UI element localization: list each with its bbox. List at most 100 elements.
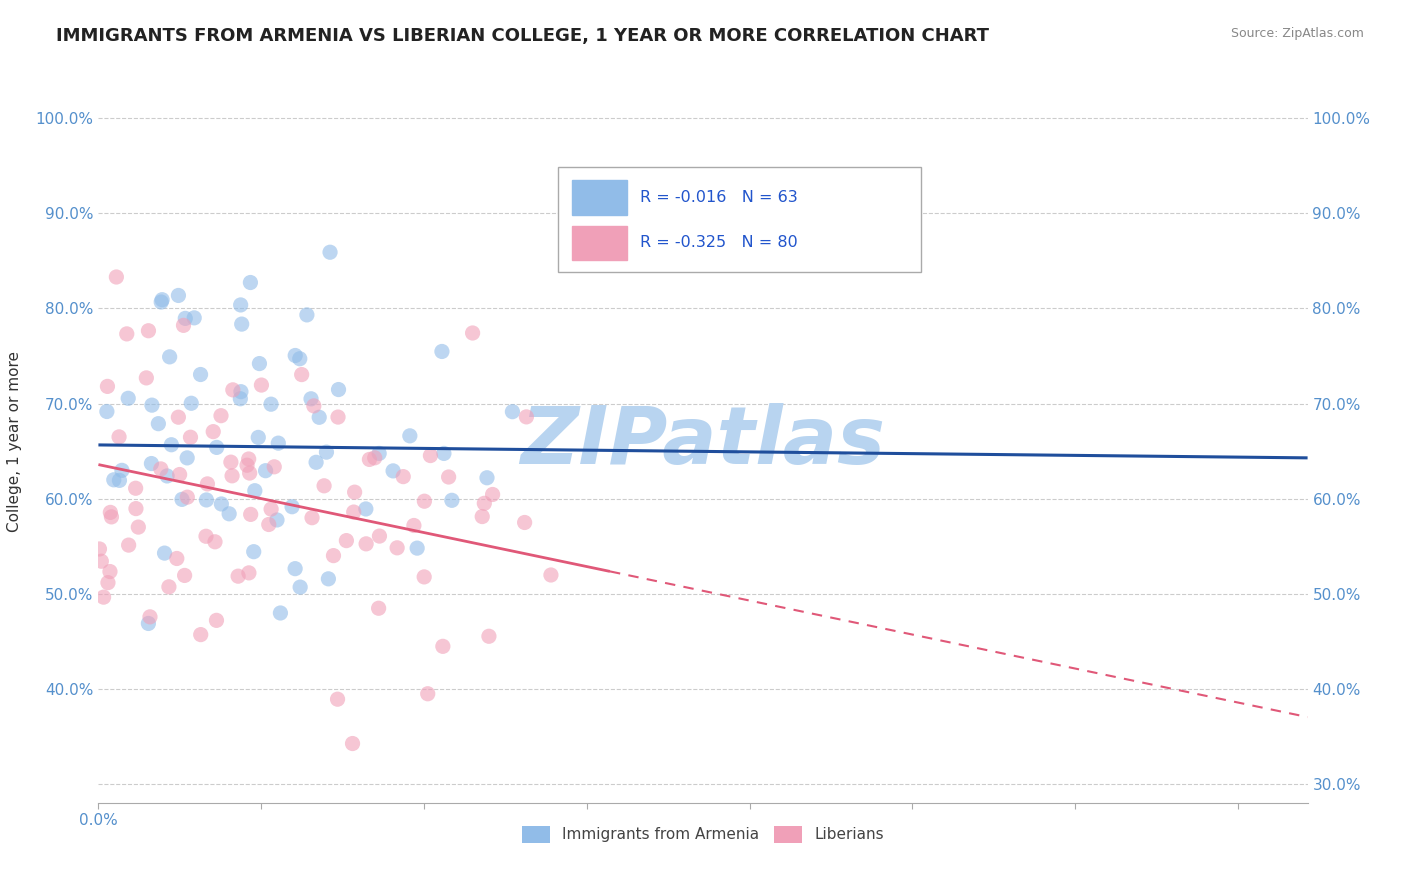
Point — [249, 357, 271, 371]
Bar — [572, 180, 627, 215]
Point — [174, 311, 197, 326]
Point — [90, 554, 112, 568]
Point — [138, 324, 160, 338]
Point — [305, 455, 328, 469]
Point — [100, 509, 122, 524]
Point — [125, 501, 148, 516]
Bar — [572, 226, 627, 260]
Point — [291, 368, 314, 382]
Point — [398, 429, 420, 443]
Point — [176, 490, 198, 504]
Point — [266, 513, 288, 527]
Point — [257, 517, 280, 532]
Point — [176, 450, 198, 465]
Point — [115, 326, 138, 341]
Point — [167, 288, 190, 302]
Point — [326, 692, 349, 706]
Point — [108, 430, 131, 444]
Point — [392, 469, 415, 483]
Point — [205, 441, 228, 455]
Point — [475, 471, 498, 485]
Point — [197, 476, 219, 491]
Point — [288, 580, 311, 594]
Point — [157, 580, 180, 594]
Point — [96, 379, 118, 393]
Point — [260, 397, 283, 411]
Point — [269, 606, 291, 620]
Point — [179, 430, 201, 444]
Point — [103, 473, 125, 487]
Point — [183, 310, 205, 325]
Point — [260, 502, 283, 516]
Point — [124, 481, 146, 495]
Point — [150, 293, 173, 307]
Point — [471, 509, 494, 524]
Point — [315, 445, 337, 459]
Point — [343, 505, 366, 519]
Point — [267, 436, 290, 450]
Point — [481, 487, 503, 501]
Point — [190, 368, 212, 382]
Point — [150, 295, 173, 310]
Point — [226, 569, 249, 583]
Point — [169, 467, 191, 482]
Point — [205, 613, 228, 627]
Point — [301, 510, 323, 524]
Point — [284, 349, 307, 363]
Point — [117, 538, 139, 552]
Point — [209, 409, 232, 423]
Point — [319, 245, 342, 260]
Point — [335, 533, 357, 548]
Point — [139, 610, 162, 624]
Point — [359, 452, 381, 467]
Point — [461, 326, 484, 340]
Point — [173, 318, 195, 333]
Point — [364, 450, 387, 465]
Point — [281, 500, 304, 514]
Point — [416, 687, 439, 701]
Point — [382, 464, 405, 478]
Point — [149, 462, 172, 476]
Text: IMMIGRANTS FROM ARMENIA VS LIBERIAN COLLEGE, 1 YEAR OR MORE CORRELATION CHART: IMMIGRANTS FROM ARMENIA VS LIBERIAN COLL… — [56, 27, 990, 45]
Point — [156, 469, 179, 483]
Point — [433, 446, 456, 460]
Point — [221, 468, 243, 483]
Point — [209, 497, 232, 511]
Point — [354, 537, 377, 551]
Point — [138, 616, 160, 631]
Point — [284, 562, 307, 576]
Point — [173, 568, 195, 582]
Point — [254, 464, 277, 478]
Point — [111, 463, 134, 477]
Point — [229, 384, 252, 399]
Point — [135, 371, 157, 385]
Point — [243, 483, 266, 498]
FancyBboxPatch shape — [558, 167, 921, 272]
Point — [343, 485, 366, 500]
Point — [308, 410, 330, 425]
Point — [342, 737, 364, 751]
Point — [236, 458, 259, 473]
Text: ZIPatlas: ZIPatlas — [520, 402, 886, 481]
Legend: Immigrants from Armenia, Liberians: Immigrants from Armenia, Liberians — [516, 820, 890, 849]
Point — [472, 496, 495, 510]
Point — [190, 627, 212, 641]
Point — [204, 534, 226, 549]
Point — [354, 502, 377, 516]
Point — [239, 508, 262, 522]
Point — [166, 551, 188, 566]
Point — [231, 317, 253, 331]
Point — [478, 629, 501, 643]
Text: Source: ZipAtlas.com: Source: ZipAtlas.com — [1230, 27, 1364, 40]
Point — [437, 470, 460, 484]
Point — [98, 565, 121, 579]
Point — [229, 298, 252, 312]
Point — [141, 398, 163, 412]
Point — [328, 383, 350, 397]
Point — [160, 438, 183, 452]
Point — [247, 430, 270, 444]
Point — [250, 378, 273, 392]
Point — [302, 399, 325, 413]
Point — [288, 351, 311, 366]
Point — [318, 572, 340, 586]
